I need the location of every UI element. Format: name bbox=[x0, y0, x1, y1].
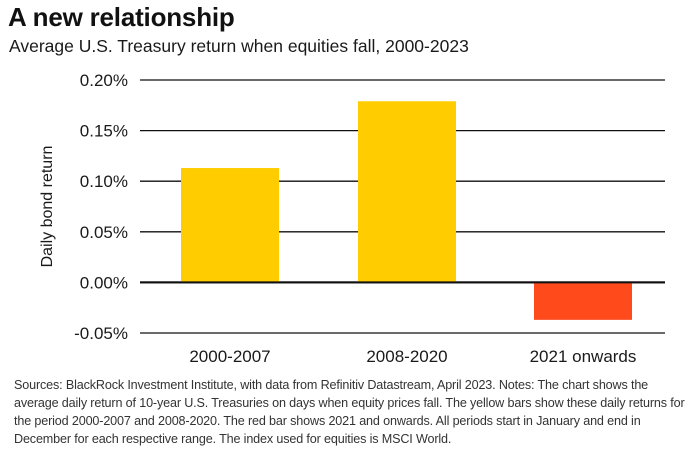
chart-subtitle: Average U.S. Treasury return when equiti… bbox=[9, 36, 469, 56]
y-tick-label: 0.05% bbox=[80, 223, 128, 242]
bar-2000-2007 bbox=[181, 168, 279, 283]
y-tick-label: 0.00% bbox=[80, 273, 128, 292]
bar-chart: 0.20% 0.15% 0.10% 0.05% 0.00% -0.05% 2000-200… bbox=[39, 71, 665, 366]
y-axis-label: Daily bond return bbox=[39, 146, 56, 268]
y-tick-labels: 0.20% 0.15% 0.10% 0.05% 0.00% -0.05% bbox=[74, 71, 128, 343]
x-tick-label: 2021 onwards bbox=[530, 347, 637, 366]
bar-2008-2020 bbox=[358, 101, 456, 283]
y-tick-label: 0.20% bbox=[80, 71, 128, 90]
bars bbox=[140, 101, 665, 320]
chart-title: A new relationship bbox=[8, 2, 235, 32]
x-tick-labels: 2000-2007 2008-2020 2021 onwards bbox=[189, 347, 636, 366]
y-tick-label: -0.05% bbox=[74, 324, 128, 343]
bar-2021-onwards bbox=[534, 282, 632, 320]
y-tick-label: 0.10% bbox=[80, 172, 128, 191]
x-tick-label: 2000-2007 bbox=[189, 347, 270, 366]
x-tick-label: 2008-2020 bbox=[366, 347, 447, 366]
source-note: Sources: BlackRock Investment Institute,… bbox=[14, 378, 685, 446]
y-tick-label: 0.15% bbox=[80, 122, 128, 141]
